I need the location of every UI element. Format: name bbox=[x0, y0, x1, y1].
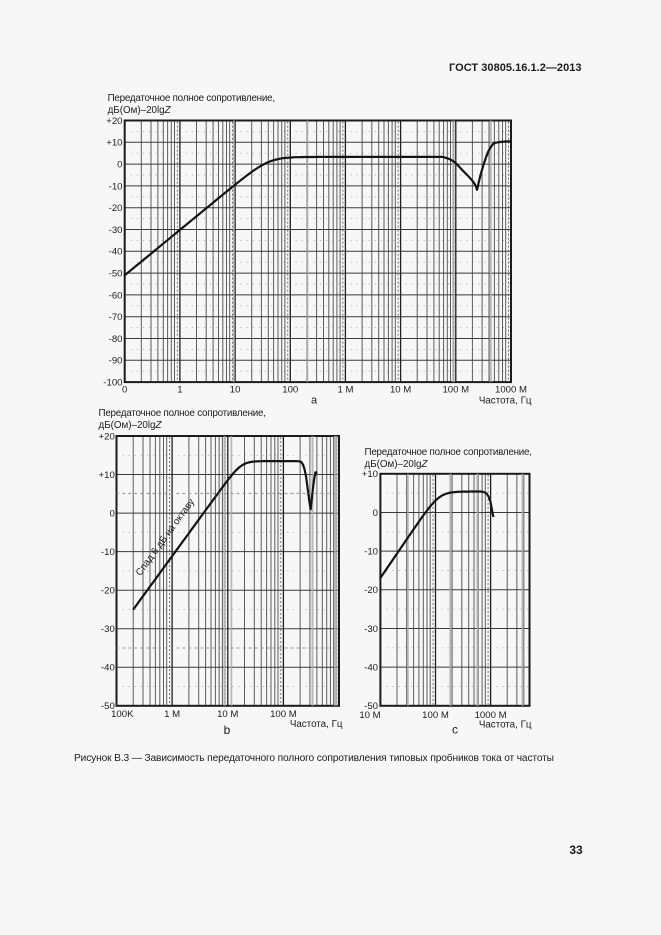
svg-text:Передаточное полное сопротивле: Передаточное полное сопротивление, bbox=[108, 93, 276, 104]
svg-text:-10: -10 bbox=[109, 181, 123, 192]
svg-text:ГОСТ 30805.16.1.2—2013: ГОСТ 30805.16.1.2—2013 bbox=[449, 62, 582, 74]
svg-text:a: a bbox=[311, 395, 318, 407]
svg-text:33: 33 bbox=[569, 843, 583, 857]
svg-text:-40: -40 bbox=[364, 663, 378, 674]
svg-text:-40: -40 bbox=[109, 247, 123, 258]
svg-text:c: c bbox=[452, 723, 458, 737]
svg-text:-20: -20 bbox=[101, 586, 115, 597]
svg-text:дБ(Ом)–20lgZ: дБ(Ом)–20lgZ bbox=[365, 459, 429, 470]
svg-text:1000 M: 1000 M bbox=[475, 710, 507, 721]
svg-text:1 M: 1 M bbox=[337, 385, 353, 396]
svg-text:дБ(Ом)–20lgZ: дБ(Ом)–20lgZ bbox=[108, 105, 172, 116]
svg-text:-80: -80 bbox=[109, 334, 123, 345]
svg-text:-90: -90 bbox=[109, 356, 123, 367]
svg-text:-40: -40 bbox=[101, 663, 115, 674]
svg-text:-50: -50 bbox=[364, 701, 378, 712]
svg-text:Рисунок В.3 — Зависимость пере: Рисунок В.3 — Зависимость передаточного … bbox=[74, 752, 554, 764]
svg-text:-50: -50 bbox=[101, 701, 115, 712]
svg-text:Частота, Гц: Частота, Гц bbox=[479, 396, 532, 407]
svg-text:1 M: 1 M bbox=[164, 709, 180, 720]
svg-text:-50: -50 bbox=[109, 269, 123, 280]
svg-text:+10: +10 bbox=[106, 138, 122, 149]
svg-text:Передаточное полное сопротивле: Передаточное полное сопротивление, bbox=[99, 408, 267, 419]
svg-text:+20: +20 bbox=[99, 431, 115, 442]
svg-text:10 M: 10 M bbox=[390, 385, 411, 396]
svg-text:-30: -30 bbox=[109, 225, 123, 236]
svg-text:+20: +20 bbox=[106, 116, 122, 127]
svg-text:+10: +10 bbox=[99, 470, 115, 481]
svg-text:10: 10 bbox=[230, 385, 241, 396]
svg-text:Передаточное полное сопротивле: Передаточное полное сопротивление, bbox=[365, 447, 533, 458]
svg-text:0: 0 bbox=[373, 508, 378, 519]
svg-text:-20: -20 bbox=[364, 585, 378, 596]
svg-text:10 M: 10 M bbox=[359, 710, 380, 721]
svg-text:Частота, Гц: Частота, Гц bbox=[479, 720, 532, 731]
svg-text:b: b bbox=[224, 723, 231, 737]
svg-text:100K: 100K bbox=[111, 709, 134, 720]
svg-text:100 M: 100 M bbox=[442, 385, 469, 396]
svg-text:100 M: 100 M bbox=[422, 710, 449, 721]
svg-text:+10: +10 bbox=[362, 469, 378, 480]
svg-text:-20: -20 bbox=[109, 203, 123, 214]
svg-text:100 M: 100 M bbox=[270, 709, 297, 720]
svg-text:-30: -30 bbox=[101, 624, 115, 635]
svg-text:-30: -30 bbox=[364, 624, 378, 635]
svg-text:100: 100 bbox=[282, 385, 298, 396]
svg-text:Частота, Гц: Частота, Гц bbox=[290, 719, 343, 730]
svg-text:1000 M: 1000 M bbox=[495, 385, 527, 396]
svg-text:-60: -60 bbox=[109, 290, 123, 301]
svg-text:0: 0 bbox=[117, 160, 122, 171]
svg-text:-70: -70 bbox=[109, 312, 123, 323]
svg-text:0: 0 bbox=[109, 508, 114, 519]
svg-text:-100: -100 bbox=[103, 378, 122, 389]
svg-text:дБ(Ом)–20lgZ: дБ(Ом)–20lgZ bbox=[99, 420, 163, 431]
svg-text:10 M: 10 M bbox=[217, 709, 238, 720]
svg-text:-10: -10 bbox=[364, 547, 378, 558]
svg-text:-10: -10 bbox=[101, 547, 115, 558]
svg-text:0: 0 bbox=[122, 385, 127, 396]
svg-text:1: 1 bbox=[177, 385, 182, 396]
